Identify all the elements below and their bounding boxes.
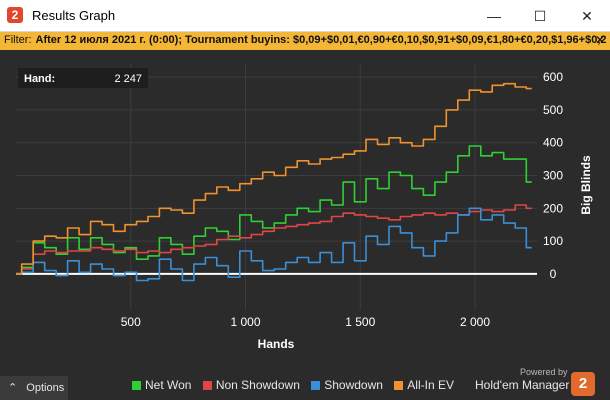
series-line-all-in-ev [16, 82, 532, 275]
grid-lines [16, 64, 537, 310]
y-tick-label: 200 [543, 201, 563, 215]
filter-value: After 12 июля 2021 г. (0:00); Tournament… [35, 34, 607, 46]
minimize-button[interactable]: — [487, 8, 501, 24]
tooltip-value: 2 247 [114, 73, 142, 85]
chevron-up-icon: ⌃ [8, 382, 18, 394]
x-tick-label: 1 000 [230, 315, 260, 329]
powered-by-text: Powered by [520, 367, 568, 377]
results-chart[interactable]: 0 100 200 300 400 500 600 500 1 000 1 500 2 000 B… [0, 50, 610, 372]
y-tick-label: 0 [550, 267, 557, 281]
legend-label: All-In EV [407, 378, 454, 392]
series-line-non-showdown [16, 204, 532, 275]
x-tick-label: 500 [121, 315, 141, 329]
filter-label: Filter: [4, 34, 32, 46]
hand-tooltip: Hand: 2 247 [18, 68, 148, 88]
x-axis-label: Hands [258, 337, 295, 351]
tooltip-label: Hand: [24, 73, 55, 85]
y-tick-label: 100 [543, 234, 563, 248]
legend-item-non-showdown[interactable]: Non Showdown [202, 378, 300, 392]
legend-label: Showdown [324, 378, 383, 392]
brand-name: Hold'em Manager [475, 378, 570, 392]
legend-item-showdown[interactable]: Showdown [311, 378, 383, 392]
series-line-showdown [16, 207, 532, 282]
filter-text: Filter: After 12 июля 2021 г. (0:00); Tou… [4, 34, 607, 46]
footer-bar: ⌃ Options Net Won Non Showdown Showdown … [0, 367, 610, 400]
x-tick-label: 1 500 [345, 315, 375, 329]
legend-swatch-showdown [311, 381, 321, 390]
window-title: Results Graph [32, 8, 116, 23]
tooltip-box [18, 68, 148, 88]
filter-close-icon[interactable]: ✕ [594, 33, 605, 47]
y-tick-label: 500 [543, 103, 563, 117]
filter-bar[interactable]: Filter: After 12 июля 2021 г. (0:00); Tou… [0, 32, 610, 50]
legend-swatch-all-in-ev [394, 381, 404, 390]
series-lines [16, 82, 532, 282]
y-axis-ticks: 0 100 200 300 400 500 600 [543, 70, 563, 281]
x-tick-label: 2 000 [460, 315, 490, 329]
legend-swatch-non-showdown [202, 381, 212, 390]
y-axis-label: Big Blinds [579, 155, 593, 215]
options-button[interactable]: ⌃ Options [0, 376, 68, 400]
chart-legend: Net Won Non Showdown Showdown All-In EV [132, 378, 462, 394]
x-axis-ticks: 500 1 000 1 500 2 000 [121, 315, 491, 329]
y-tick-label: 300 [543, 169, 563, 183]
y-tick-label: 600 [543, 70, 563, 84]
holdem-manager-logo-icon: 2 [571, 372, 595, 396]
close-button[interactable]: ✕ [581, 8, 593, 24]
app-logo-icon: 2 [7, 7, 23, 23]
legend-swatch-net-won [132, 381, 141, 390]
options-label: Options [26, 382, 65, 394]
legend-label: Net Won [145, 378, 192, 392]
y-tick-label: 400 [543, 136, 563, 150]
results-chart-svg[interactable]: 0 100 200 300 400 500 600 500 1 000 1 500 2 000 B… [0, 50, 610, 372]
legend-item-all-in-ev[interactable]: All-In EV [394, 378, 454, 392]
maximize-button[interactable]: ☐ [533, 8, 547, 24]
legend-item-net-won[interactable]: Net Won [132, 378, 191, 392]
legend-label: Non Showdown [215, 378, 300, 392]
title-bar: 2 Results Graph — ☐ ✕ [0, 0, 610, 32]
